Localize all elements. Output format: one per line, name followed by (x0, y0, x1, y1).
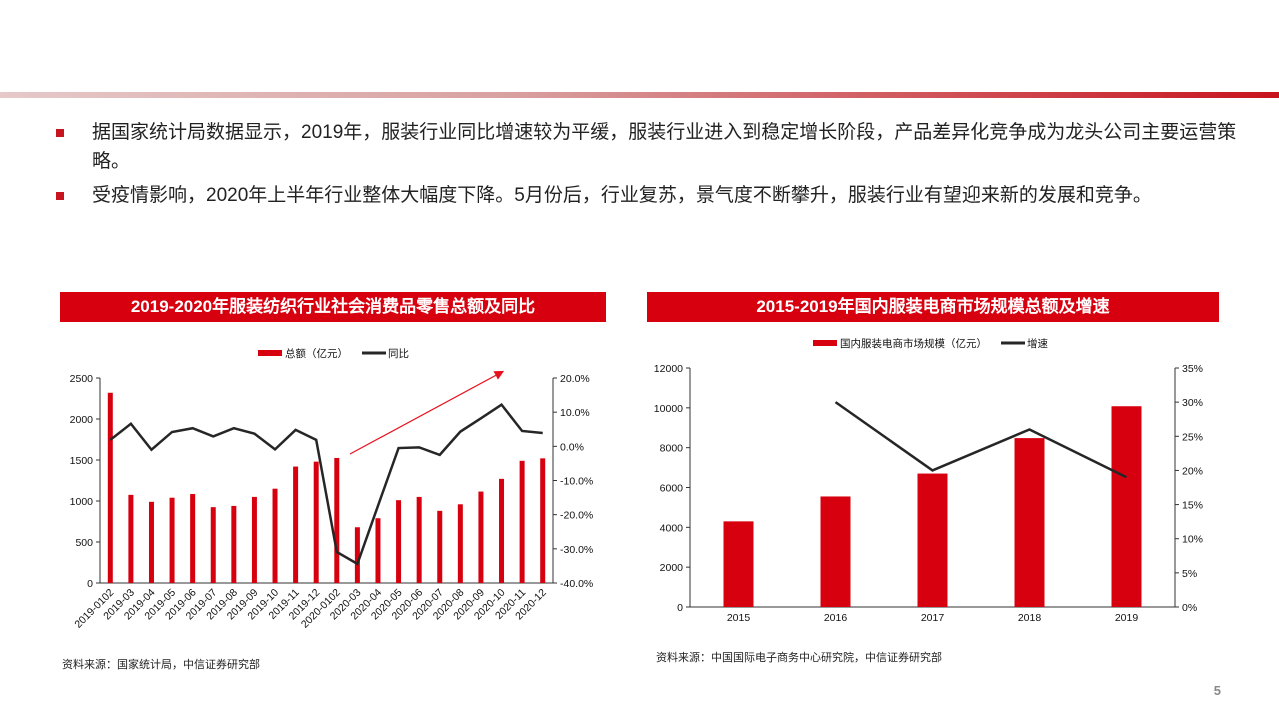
bar (820, 496, 851, 607)
y2-tick-label: 10.0% (560, 407, 590, 419)
bar (190, 494, 196, 583)
y2-tick-label: -40.0% (560, 578, 593, 590)
bar (375, 518, 381, 583)
legend-bar-label: 总额（亿元） (285, 347, 348, 360)
x-tick-label: 2017 (921, 612, 945, 624)
trend-arrow (349, 370, 505, 455)
bar (334, 457, 340, 583)
bar (437, 510, 443, 583)
y2-tick-label: 30% (1182, 397, 1203, 409)
bar (1014, 438, 1045, 607)
bar (1111, 406, 1142, 607)
y-tick-label: 6000 (660, 483, 684, 495)
x-tick-label: 2016 (824, 612, 848, 624)
y2-tick-label: -30.0% (560, 544, 593, 556)
growth-line (834, 401, 1128, 479)
legend-line-label: 增速 (1027, 337, 1049, 350)
bar (272, 488, 278, 583)
y-tick-label: 1500 (70, 455, 94, 467)
bar (540, 458, 546, 583)
y-tick-label: 1000 (70, 496, 94, 508)
growth-line (109, 402, 543, 566)
bar (231, 505, 237, 583)
bar (396, 500, 402, 583)
y2-tick-label: 0.0% (560, 441, 584, 453)
y-tick-label: 4000 (660, 522, 684, 534)
y2-tick-label: 20.0% (560, 373, 590, 385)
y2-tick-label: 35% (1182, 363, 1203, 375)
y-tick-label: 500 (75, 537, 93, 549)
bar (313, 461, 319, 583)
bar (416, 496, 422, 583)
bar (293, 466, 299, 583)
bar (457, 504, 463, 583)
y2-tick-label: -10.0% (560, 476, 593, 488)
x-tick-label: 2018 (1018, 612, 1042, 624)
bullet-point: 受疫情影响，2020年上半年行业整体大幅度下降。5月份后，行业复苏，景气度不断攀… (56, 181, 1246, 210)
y-tick-label: 0 (87, 578, 93, 590)
bar (251, 496, 257, 583)
legend-line-label: 同比 (388, 347, 409, 360)
bullet-point: 据国家统计局数据显示，2019年，服装行业同比增速较为平缓，服装行业进入到稳定增… (56, 118, 1246, 176)
bar (917, 473, 948, 607)
y2-tick-label: 5% (1182, 568, 1197, 580)
bar (128, 494, 134, 583)
y-tick-label: 12000 (654, 363, 683, 375)
y-tick-label: 2000 (660, 562, 684, 574)
chart2-source: 资料来源：中国国际电子商务中心研究院，中信证券研究部 (656, 652, 942, 664)
y2-tick-label: 15% (1182, 500, 1203, 512)
bar (354, 527, 360, 583)
header-divider (0, 92, 1279, 98)
bar (499, 478, 505, 583)
y-tick-label: 8000 (660, 443, 684, 455)
bullet-square-icon (56, 192, 64, 200)
chart2-title: 2015-2019年国内服装电商市场规模总额及增速 (647, 292, 1219, 322)
y2-tick-label: 10% (1182, 534, 1203, 546)
legend-bar-swatch (813, 340, 837, 346)
y2-tick-label: 25% (1182, 431, 1203, 443)
bar (519, 460, 525, 583)
bar (148, 501, 154, 583)
legend-bar-swatch (258, 350, 282, 356)
bullet-square-icon (56, 129, 64, 137)
bullet-text: 据国家统计局数据显示，2019年，服装行业同比增速较为平缓，服装行业进入到稳定增… (92, 122, 1237, 172)
bar (169, 497, 175, 583)
chart1-source: 资料来源：国家统计局，中信证券研究部 (62, 659, 260, 671)
bar (478, 491, 484, 583)
y-tick-label: 0 (677, 602, 683, 614)
y2-tick-label: -20.0% (560, 510, 593, 522)
x-tick-label: 2015 (727, 612, 751, 624)
y-tick-label: 2500 (70, 373, 94, 385)
bullet-text: 受疫情影响，2020年上半年行业整体大幅度下降。5月份后，行业复苏，景气度不断攀… (92, 185, 1152, 206)
y2-tick-label: 20% (1182, 465, 1203, 477)
y-tick-label: 2000 (70, 414, 94, 426)
page-number: 5 (1213, 683, 1221, 698)
bar (107, 392, 113, 583)
legend-bar-label: 国内服装电商市场规模（亿元） (840, 337, 987, 350)
bar (723, 521, 754, 607)
bar (210, 507, 216, 583)
x-tick-label: 2019 (1115, 612, 1139, 624)
y-tick-label: 10000 (654, 403, 683, 415)
chart1-title: 2019-2020年服装纺织行业社会消费品零售总额及同比 (60, 292, 606, 322)
y2-tick-label: 0% (1182, 602, 1197, 614)
